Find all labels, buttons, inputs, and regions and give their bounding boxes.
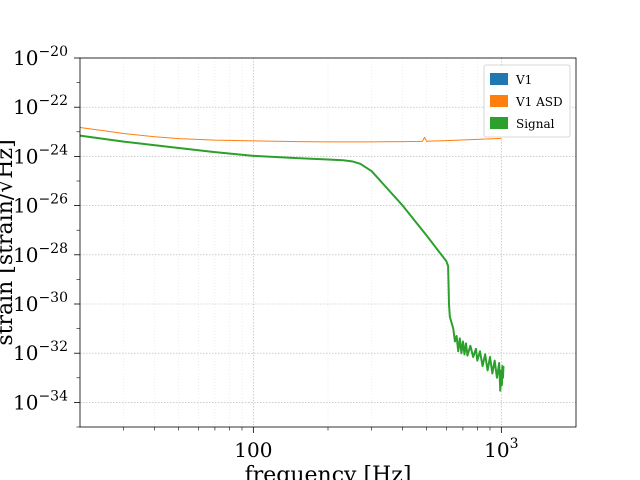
minor-ticks <box>76 82 491 431</box>
x-tick-label: 103 <box>484 436 518 462</box>
legend: V1 V1 ASD Signal <box>483 64 571 138</box>
plot-frame <box>79 57 577 428</box>
legend-label: Signal <box>516 117 555 131</box>
x-tick-label: 100 <box>234 438 272 462</box>
y-tick-label: 10−30 <box>13 290 68 316</box>
legend-label: V1 ASD <box>515 95 563 109</box>
legend-swatch <box>490 95 508 107</box>
y-tick-label: 10−22 <box>13 93 68 119</box>
series-lines <box>79 126 505 392</box>
y-axis-ticks: 10−20 10−22 10−24 10−26 10−28 10−30 10−32 10−34 <box>13 44 80 414</box>
y-tick-label: 10−26 <box>13 192 68 218</box>
series-line-v1-asd <box>79 126 502 143</box>
y-axis-label: strain [strain/√Hz] <box>0 139 18 345</box>
x-axis-label: frequency [Hz] <box>245 463 412 480</box>
legend-label: V1 <box>515 73 532 87</box>
y-tick-label: 10−20 <box>13 44 68 70</box>
y-tick-label: 10−32 <box>13 339 68 365</box>
series-line-signal <box>79 134 505 392</box>
x-axis-ticks: 100 103 <box>234 427 519 462</box>
legend-swatch <box>490 117 508 129</box>
y-tick-label: 10−28 <box>13 241 68 267</box>
y-tick-label: 10−34 <box>13 388 68 414</box>
y-tick-label: 10−24 <box>13 142 68 168</box>
legend-swatch <box>490 73 508 85</box>
